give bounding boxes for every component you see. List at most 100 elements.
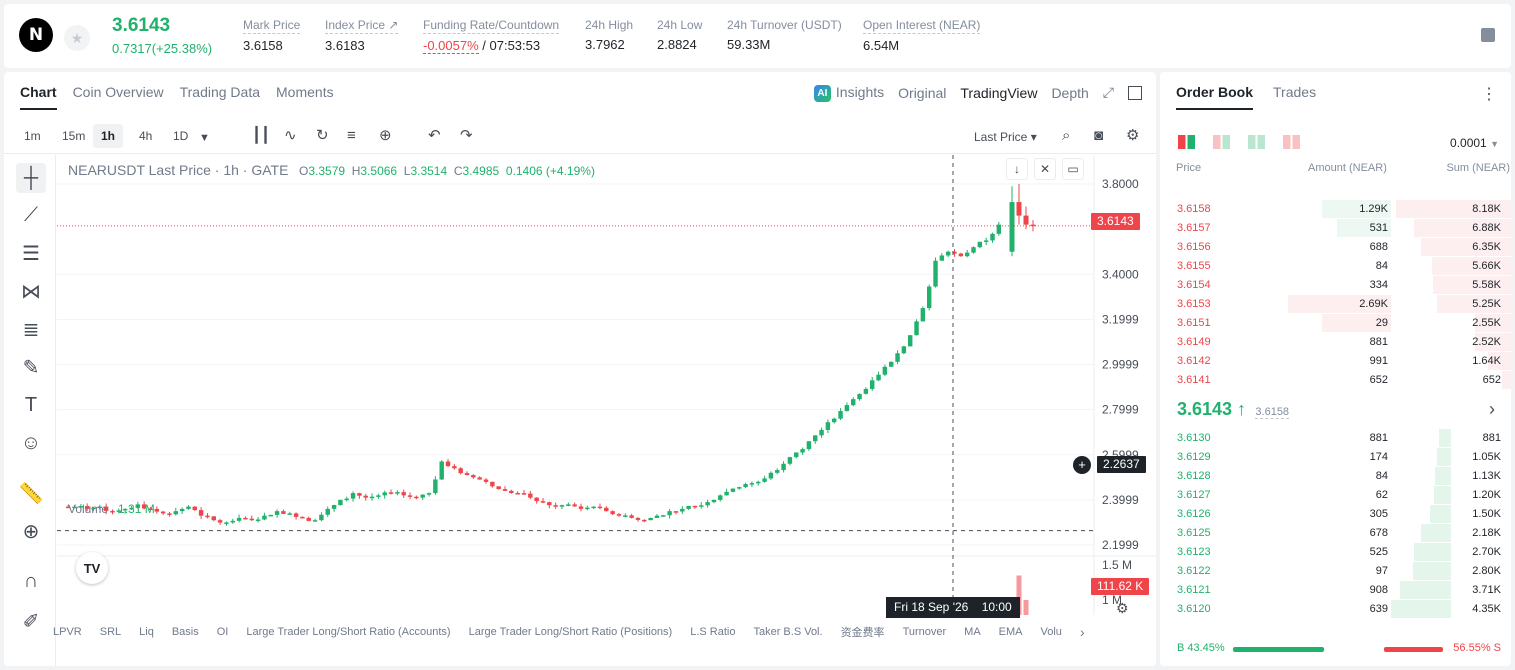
timeframe-15m[interactable]: 15m	[62, 129, 86, 143]
ask-row[interactable]: 3.6154 334 5.58K	[1160, 276, 1511, 295]
timeframe-dropdown-icon[interactable]: ▼	[199, 132, 210, 144]
indicator-item[interactable]: LPVR	[53, 626, 82, 638]
trendline-icon[interactable]: ⟋	[24, 203, 38, 226]
ask-row[interactable]: 3.6142 991 1.64K	[1160, 352, 1511, 371]
pattern-icon[interactable]: ⋈	[21, 280, 41, 303]
indicators-icon[interactable]: ∿	[284, 127, 297, 144]
candle-body	[825, 422, 831, 430]
horizontal-lines-icon[interactable]: ☰	[22, 242, 40, 265]
indicator-item[interactable]: MA	[964, 626, 981, 638]
indicator-item[interactable]: Large Trader Long/Short Ratio (Accounts)	[246, 626, 451, 638]
ask-row[interactable]: 3.6149 881 2.52K	[1160, 333, 1511, 352]
mid-price-row[interactable]: 3.6143 ↑ 3.6158 ›	[1177, 399, 1507, 420]
indicator-item[interactable]: OI	[216, 626, 229, 638]
crosshair-icon[interactable]: ┼	[16, 163, 46, 193]
candle-body	[78, 506, 84, 508]
bid-row[interactable]: 3.6122 97 2.80K	[1160, 562, 1511, 581]
indicator-item[interactable]: Taker B.S Vol.	[753, 626, 823, 638]
ask-row[interactable]: 3.6151 29 2.55K	[1160, 314, 1511, 333]
candle-type-icon[interactable]: ┃┃	[252, 127, 271, 144]
bid-row[interactable]: 3.6123 525 2.70K	[1160, 543, 1511, 562]
indicator-item[interactable]: Turnover	[902, 626, 947, 638]
layout-both-alt-icon[interactable]	[1213, 135, 1230, 149]
precision-select[interactable]: 0.0001 ▼	[1450, 136, 1499, 150]
more-menu-icon[interactable]: ⋮	[1481, 86, 1497, 103]
undo-icon[interactable]: ↶	[428, 127, 441, 144]
gear-icon[interactable]: ⚙	[1126, 127, 1140, 144]
layout-both-icon[interactable]	[1178, 135, 1195, 149]
timeframe-1h[interactable]: 1h	[93, 124, 124, 148]
magnet-icon[interactable]: ∩	[23, 569, 39, 592]
candle-body	[800, 449, 805, 453]
candle-body	[1023, 215, 1029, 225]
tradingview-logo[interactable]: TV	[76, 552, 108, 584]
tradingview-button[interactable]: TradingView	[960, 84, 1038, 101]
timeframe-1m[interactable]: 1m	[24, 129, 41, 143]
timeframe-1d[interactable]: 1D	[173, 129, 189, 143]
tab-trades[interactable]: Trades	[1273, 84, 1317, 100]
bid-row[interactable]: 3.6121 908 3.71K	[1160, 581, 1511, 600]
book-icon[interactable]	[1481, 28, 1495, 42]
bid-row[interactable]: 3.6120 639 4.35K	[1160, 600, 1511, 619]
tab-moments[interactable]: Moments	[276, 84, 334, 100]
ask-row[interactable]: 3.6156 688 6.35K	[1160, 238, 1511, 257]
camera-icon[interactable]: ◙	[1094, 127, 1104, 144]
zoom-in-icon[interactable]: ⊕	[22, 520, 40, 543]
stat-funding-rate[interactable]: Funding Rate/Countdown -0.0057% / 07:53:…	[423, 18, 560, 54]
lock-drawings-icon[interactable]: ✐	[22, 610, 40, 633]
bid-row[interactable]: 3.6126 305 1.50K	[1160, 505, 1511, 524]
alert-add-icon[interactable]: ⊕	[379, 127, 392, 144]
tab-chart[interactable]: Chart	[20, 84, 57, 110]
indicator-item[interactable]: SRL	[99, 626, 122, 638]
collapse-icon[interactable]: ✕	[1034, 158, 1056, 180]
bid-row[interactable]: 3.6130 881 881	[1160, 429, 1511, 448]
fib-icon[interactable]: ≣	[22, 318, 40, 341]
star-icon[interactable]: ★	[64, 25, 90, 51]
layout-bids-icon[interactable]	[1248, 135, 1265, 149]
indicator-item[interactable]: Volu	[1040, 626, 1062, 638]
bid-row[interactable]: 3.6127 62 1.20K	[1160, 486, 1511, 505]
ask-row[interactable]: 3.6158 1.29K 8.18K	[1160, 200, 1511, 219]
stat-index-price[interactable]: Index Price ↗ 3.6183	[325, 18, 399, 53]
indicator-item[interactable]: 资金费率	[840, 627, 885, 639]
window-icon[interactable]	[1128, 85, 1142, 100]
add-alert-icon[interactable]: +	[1073, 456, 1091, 474]
fullscreen-icon[interactable]: ▭	[1062, 158, 1084, 180]
indicator-item[interactable]: Liq	[139, 626, 154, 638]
ask-row[interactable]: 3.6157 531 6.88K	[1160, 219, 1511, 238]
insights-button[interactable]: AI Insights	[813, 84, 884, 102]
replay-icon[interactable]: ↻	[316, 127, 329, 144]
stat-open-interest[interactable]: Open Interest (NEAR) 6.54M	[863, 18, 981, 53]
indicator-item[interactable]: Large Trader Long/Short Ratio (Positions…	[468, 626, 673, 638]
text-icon[interactable]: T	[24, 393, 38, 416]
price-type-select[interactable]: Last Price ▾	[974, 130, 1037, 144]
layout-asks-icon[interactable]	[1283, 135, 1300, 149]
scroll-down-icon[interactable]: ↓	[1006, 158, 1028, 180]
stat-mark-price[interactable]: Mark Price 3.6158	[243, 18, 301, 53]
ask-row[interactable]: 3.6141 652 652	[1160, 371, 1511, 390]
depth-button[interactable]: Depth	[1051, 84, 1089, 101]
timeframe-4h[interactable]: 4h	[139, 129, 153, 143]
indicator-item[interactable]: EMA	[998, 626, 1023, 638]
ruler-icon[interactable]: 📏	[18, 482, 44, 505]
original-view-button[interactable]: Original	[898, 84, 947, 101]
templates-icon[interactable]: ≡	[347, 127, 356, 144]
tab-trading-data[interactable]: Trading Data	[179, 84, 261, 100]
indicator-item[interactable]: Basis	[171, 626, 199, 638]
ask-row[interactable]: 3.6155 84 5.66K	[1160, 257, 1511, 276]
expand-icon[interactable]: ⤢	[1102, 84, 1114, 101]
tab-order-book[interactable]: Order Book	[1176, 84, 1254, 110]
brush-icon[interactable]: ✎	[22, 356, 40, 379]
candlestick-chart[interactable]: 3.80003.40003.19992.99992.79992.59992.39…	[57, 155, 1156, 615]
indicator-item[interactable]: L.S Ratio	[690, 626, 736, 638]
chart-settings-icon[interactable]: ⚙	[1116, 600, 1129, 616]
scroll-right-icon[interactable]: ›	[1079, 624, 1085, 640]
emoji-icon[interactable]: ☺	[20, 431, 42, 454]
bid-row[interactable]: 3.6125 678 2.18K	[1160, 524, 1511, 543]
tab-coin-overview[interactable]: Coin Overview	[72, 84, 164, 100]
bid-row[interactable]: 3.6128 84 1.13K	[1160, 467, 1511, 486]
redo-icon[interactable]: ↷	[460, 127, 473, 144]
bid-row[interactable]: 3.6129 174 1.05K	[1160, 448, 1511, 467]
ask-row[interactable]: 3.6153 2.69K 5.25K	[1160, 295, 1511, 314]
search-icon[interactable]: ⌕	[1062, 127, 1071, 144]
